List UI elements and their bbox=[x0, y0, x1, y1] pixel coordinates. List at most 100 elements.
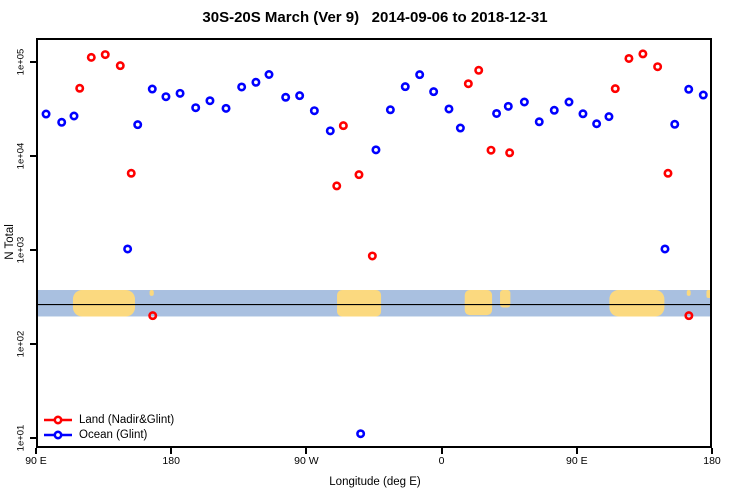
y-tick-label: 1e+01 bbox=[15, 424, 27, 451]
map-land-new-caledonia bbox=[149, 290, 154, 296]
chart-title: 30S-20S March (Ver 9) 2014-09-06 to 2018… bbox=[202, 9, 548, 26]
legend-item-ocean: Ocean (Glint) bbox=[43, 428, 174, 444]
data-point-ocean bbox=[281, 92, 291, 102]
legend-label-land: Land (Nadir&Glint) bbox=[79, 413, 175, 426]
data-point-ocean bbox=[604, 112, 614, 122]
map-land-africa bbox=[464, 290, 493, 316]
data-point-ocean bbox=[455, 123, 465, 133]
y-axis-title: N Total bbox=[4, 224, 16, 260]
y-tick-label: 1e+02 bbox=[15, 330, 27, 358]
data-point-ocean bbox=[519, 97, 529, 107]
legend: Land (Nadir&Glint) Ocean (Glint) bbox=[43, 412, 174, 443]
data-point-ocean bbox=[578, 109, 588, 119]
data-point-land bbox=[126, 168, 136, 178]
data-point-land bbox=[486, 145, 496, 155]
plot-area bbox=[36, 38, 712, 448]
x-tick-mark bbox=[170, 448, 173, 454]
data-point-ocean bbox=[371, 145, 381, 155]
data-point-ocean bbox=[133, 120, 143, 130]
x-tick-mark bbox=[711, 448, 713, 454]
data-point-ocean bbox=[415, 70, 425, 80]
data-point-land bbox=[115, 61, 125, 71]
data-point-land bbox=[75, 83, 85, 93]
data-point-land bbox=[624, 53, 634, 63]
x-tick-mark bbox=[305, 448, 308, 454]
map-land-south-america bbox=[337, 290, 382, 317]
data-point-ocean bbox=[385, 105, 395, 115]
y-tick-mark bbox=[30, 61, 36, 63]
data-point-land bbox=[474, 65, 484, 75]
data-point-ocean bbox=[670, 119, 680, 129]
data-point-ocean bbox=[147, 84, 157, 94]
data-point-land bbox=[663, 168, 673, 178]
y-tick-label: 1e+03 bbox=[15, 236, 27, 264]
data-point-ocean bbox=[444, 104, 454, 114]
x-tick-mark bbox=[440, 448, 443, 454]
data-point-ocean bbox=[698, 90, 708, 100]
data-point-land bbox=[86, 52, 96, 62]
x-tick-mark bbox=[575, 448, 578, 454]
data-point-ocean bbox=[123, 244, 133, 254]
data-point-ocean bbox=[660, 244, 670, 254]
x-tick-mark bbox=[35, 448, 37, 454]
legend-label-ocean: Ocean (Glint) bbox=[79, 429, 148, 442]
data-point-ocean bbox=[492, 108, 502, 118]
data-point-ocean bbox=[684, 84, 694, 94]
x-tick-label: 180 bbox=[162, 455, 180, 467]
data-point-ocean bbox=[205, 96, 215, 106]
y-tick-mark bbox=[30, 248, 36, 251]
data-point-ocean bbox=[251, 77, 261, 87]
x-tick-label: 90 E bbox=[565, 455, 588, 467]
y-tick-mark bbox=[30, 436, 36, 439]
legend-glyph-land-icon bbox=[44, 415, 72, 425]
data-point-land bbox=[338, 121, 348, 131]
data-point-ocean bbox=[309, 106, 319, 116]
y-tick-mark bbox=[30, 154, 36, 157]
data-point-ocean bbox=[175, 88, 185, 98]
map-land-australia bbox=[72, 290, 135, 317]
map-land-australia-2 bbox=[609, 290, 665, 317]
data-point-ocean bbox=[295, 91, 305, 101]
x-tick-label: 0 bbox=[438, 455, 445, 467]
data-point-ocean bbox=[356, 429, 366, 439]
y-tick-label: 1e+05 bbox=[15, 48, 27, 76]
data-point-ocean bbox=[191, 103, 201, 113]
data-point-ocean bbox=[57, 117, 67, 127]
data-point-ocean bbox=[264, 70, 274, 80]
map-land-new-caledonia-2 bbox=[686, 290, 691, 296]
data-point-ocean bbox=[592, 119, 602, 129]
data-point-ocean bbox=[237, 82, 247, 92]
data-point-ocean bbox=[325, 126, 335, 136]
data-point-land bbox=[463, 79, 473, 89]
map-land-madagascar bbox=[500, 290, 511, 308]
data-point-ocean bbox=[221, 103, 231, 113]
legend-item-land: Land (Nadir&Glint) bbox=[43, 412, 174, 428]
data-point-ocean bbox=[549, 105, 559, 115]
x-tick-label: 90 W bbox=[294, 455, 319, 467]
data-point-land bbox=[332, 181, 342, 191]
data-point-ocean bbox=[41, 109, 51, 119]
data-point-ocean bbox=[503, 101, 513, 111]
plot-border bbox=[36, 38, 712, 448]
y-tick-mark bbox=[30, 342, 36, 345]
legend-glyph-ocean-icon bbox=[44, 430, 72, 440]
data-point-ocean bbox=[400, 82, 410, 92]
data-point-land bbox=[638, 49, 648, 59]
data-point-land bbox=[100, 50, 110, 60]
data-point-land bbox=[354, 170, 364, 180]
data-point-ocean bbox=[564, 97, 574, 107]
data-point-ocean bbox=[429, 87, 439, 97]
x-axis-title: Longitude (deg E) bbox=[329, 476, 421, 488]
data-point-land bbox=[148, 311, 158, 321]
data-point-ocean bbox=[161, 92, 171, 102]
data-point-land bbox=[653, 62, 663, 72]
data-point-ocean bbox=[534, 117, 544, 127]
data-point-land bbox=[505, 148, 515, 158]
data-point-land bbox=[367, 251, 377, 261]
y-tick-label: 1e+04 bbox=[15, 142, 27, 170]
x-tick-label: 90 E bbox=[25, 455, 47, 467]
data-point-land bbox=[684, 311, 694, 321]
data-point-land bbox=[610, 84, 620, 94]
data-point-ocean bbox=[69, 111, 79, 121]
